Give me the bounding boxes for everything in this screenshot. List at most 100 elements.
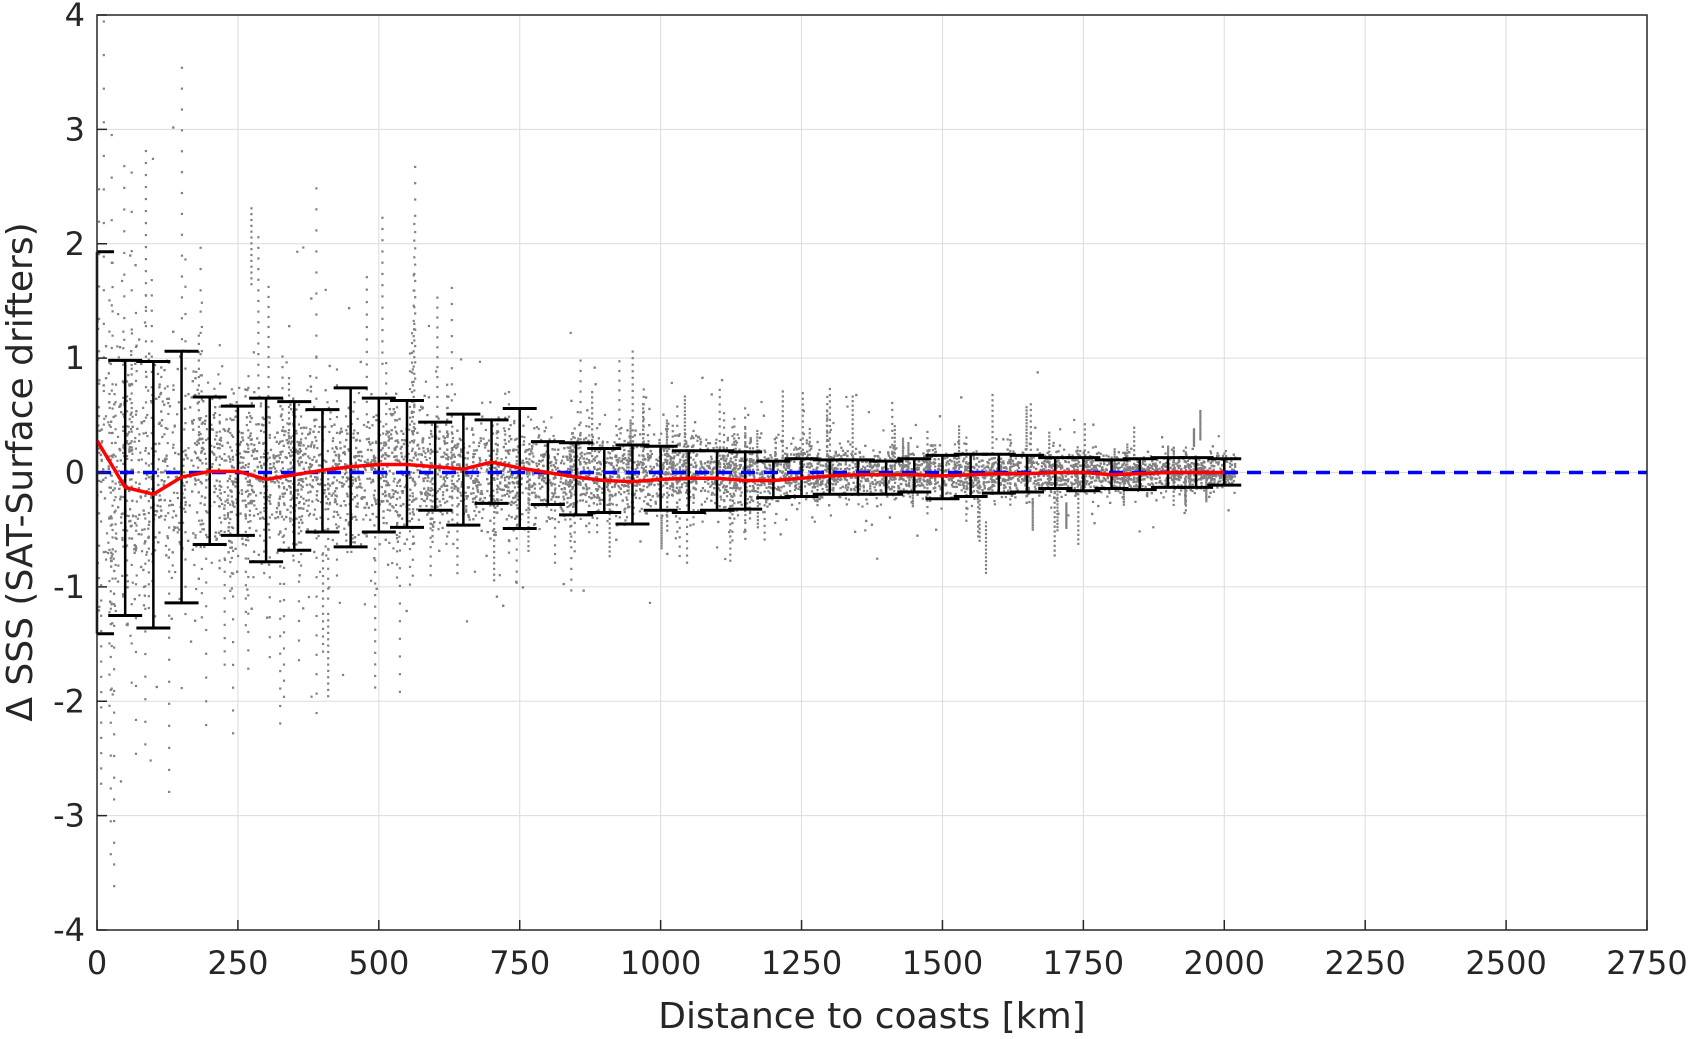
scatter-point	[507, 471, 509, 473]
scatter-point	[425, 505, 427, 507]
scatter-point	[426, 498, 428, 500]
scatter-point	[345, 415, 347, 417]
scatter-point	[1020, 481, 1022, 483]
scatter-point	[278, 443, 280, 445]
scatter-point	[779, 489, 781, 491]
scatter-point	[808, 443, 810, 445]
scatter-point	[639, 510, 641, 512]
scatter-point	[848, 464, 850, 466]
scatter-point	[176, 413, 178, 415]
scatter-point	[127, 580, 129, 582]
scatter-point	[1180, 489, 1182, 491]
scatter-point	[466, 498, 468, 500]
scatter-point	[505, 457, 507, 459]
scatter-point	[200, 390, 202, 392]
scatter-point	[370, 481, 372, 483]
scatter-point	[135, 524, 137, 526]
scatter-point	[613, 441, 615, 443]
scatter-point	[364, 603, 366, 605]
scatter-point	[398, 536, 400, 538]
scatter-point	[679, 486, 681, 488]
scatter-point	[132, 582, 134, 584]
scatter-point	[442, 527, 444, 529]
scatter-point	[142, 407, 144, 409]
scatter-point	[113, 499, 115, 501]
scatter-point	[305, 448, 307, 450]
scatter-point	[335, 523, 337, 525]
scatter-point	[500, 458, 502, 460]
scatter-point	[645, 496, 647, 498]
scatter-point	[137, 518, 139, 520]
scatter-point	[704, 501, 706, 503]
scatter-point	[889, 457, 891, 459]
scatter-point	[820, 464, 822, 466]
scatter-point	[1187, 460, 1189, 462]
scatter-point	[624, 519, 626, 521]
scatter-point	[195, 534, 197, 536]
scatter-point	[200, 546, 202, 548]
scatter-point	[1071, 459, 1073, 461]
scatter-point	[358, 534, 360, 536]
scatter-point	[332, 539, 334, 541]
scatter-point	[500, 499, 502, 501]
scatter-point	[1108, 456, 1110, 458]
scatter-point	[354, 468, 356, 470]
scatter-point	[141, 458, 143, 460]
scatter-point	[353, 401, 355, 403]
scatter-point	[468, 445, 470, 447]
scatter-point	[424, 456, 426, 458]
scatter-point	[382, 425, 384, 427]
scatter-point	[103, 551, 105, 553]
scatter-point	[625, 463, 627, 465]
scatter-point	[783, 485, 785, 487]
scatter-point	[352, 410, 354, 412]
scatter-point	[1057, 479, 1059, 481]
scatter-point	[984, 485, 986, 487]
scatter-point	[286, 489, 288, 491]
scatter-point	[332, 440, 334, 442]
scatter-point	[167, 442, 169, 444]
scatter-point	[111, 442, 113, 444]
scatter-point	[214, 438, 216, 440]
scatter-point	[159, 494, 161, 496]
scatter-point	[938, 463, 940, 465]
scatter-point	[550, 416, 552, 418]
scatter-point	[477, 484, 479, 486]
scatter-point	[1160, 492, 1162, 494]
scatter-point	[136, 574, 138, 576]
scatter-point	[800, 451, 802, 453]
scatter-point	[1063, 449, 1065, 451]
scatter-point	[248, 412, 250, 414]
scatter-point	[436, 498, 438, 500]
scatter-point	[798, 483, 800, 485]
scatter-point	[741, 491, 743, 493]
scatter-point	[329, 411, 331, 413]
scatter-point	[639, 497, 641, 499]
scatter-point	[956, 458, 958, 460]
scatter-point	[257, 513, 259, 515]
scatter-point	[385, 476, 387, 478]
scatter-point	[431, 435, 433, 437]
scatter-point	[953, 481, 955, 483]
scatter-point	[129, 418, 131, 420]
scatter-point	[157, 373, 159, 375]
scatter-point	[609, 452, 611, 454]
scatter-point	[154, 514, 156, 516]
scatter-point	[173, 492, 175, 494]
scatter-point	[302, 454, 304, 456]
scatter-point	[504, 430, 506, 432]
scatter-point	[183, 508, 185, 510]
scatter-point	[657, 483, 659, 485]
scatter-point	[478, 445, 480, 447]
scatter-point	[511, 476, 513, 478]
scatter-point	[940, 508, 942, 510]
scatter-point	[206, 468, 208, 470]
scatter-point	[146, 414, 148, 416]
scatter-point	[560, 481, 562, 483]
scatter-point	[143, 542, 145, 544]
scatter-point	[854, 463, 856, 465]
scatter-point	[302, 498, 304, 500]
scatter-point	[308, 499, 310, 501]
scatter-point	[612, 503, 614, 505]
scatter-point	[221, 365, 223, 367]
